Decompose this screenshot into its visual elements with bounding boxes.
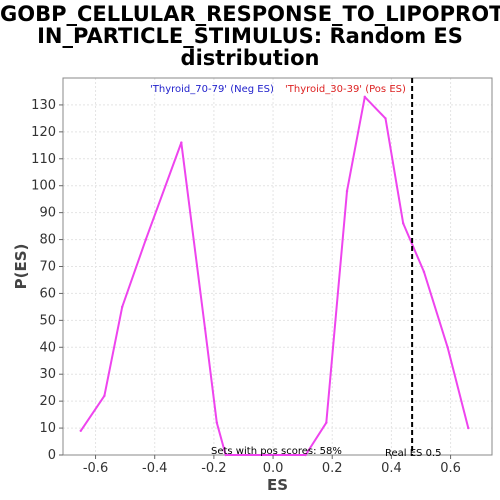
y-tick-label: 40 — [39, 340, 56, 355]
data-point — [203, 327, 207, 330]
data-point — [422, 270, 426, 274]
chart-title-line-2: IN_PARTICLE_STIMULUS: Random ES — [37, 24, 463, 48]
y-tick-label: 120 — [31, 125, 56, 140]
data-point — [224, 453, 227, 457]
grid-layer — [63, 78, 492, 456]
series-layer — [79, 95, 470, 457]
tick-layer: 0 10 20 30 40 50 60 70 80 90 100 110 120 130 -0.6 -0.4 -… — [31, 98, 461, 476]
y-axis-label: P(ES) — [12, 244, 30, 290]
y-tick-label: 130 — [31, 98, 56, 113]
chart-title: GOBP_CELLULAR_RESPONSE_TO_LIPOPROTE IN_P… — [0, 3, 500, 69]
legend-neg-es: 'Thyroid_70-79' (Neg ES) — [150, 84, 274, 95]
data-point — [467, 426, 470, 430]
y-tick-label: 60 — [39, 286, 56, 301]
data-point — [345, 189, 349, 193]
pos-scores-annotation: Sets with pos scores: 58% — [211, 446, 342, 457]
y-tick-label: 0 — [48, 448, 56, 463]
y-tick-label: 50 — [39, 313, 56, 328]
x-tick-label: 0.2 — [322, 461, 343, 476]
data-point — [79, 429, 82, 432]
y-tick-label: 90 — [39, 206, 56, 221]
x-tick-label: -0.6 — [83, 461, 108, 476]
data-point — [215, 421, 219, 424]
data-point — [120, 305, 124, 309]
chart-title-line-1: GOBP_CELLULAR_RESPONSE_TO_LIPOPROTE — [0, 2, 500, 26]
data-point — [103, 394, 106, 397]
data-point — [363, 95, 366, 99]
x-axis-label: ES — [267, 476, 288, 494]
data-point — [446, 346, 449, 349]
real-es-label: Real ES 0.5 — [385, 448, 441, 459]
y-tick-label: 110 — [31, 152, 56, 167]
x-tick-label: -0.4 — [142, 461, 167, 476]
data-point — [180, 141, 183, 144]
x-tick-label: 0.6 — [440, 461, 461, 476]
data-point — [304, 453, 307, 457]
y-tick-label: 70 — [39, 260, 56, 275]
es-distribution-line — [79, 95, 470, 456]
x-tick-label: 0.0 — [263, 461, 284, 476]
x-tick-label: -0.2 — [201, 461, 226, 476]
x-tick-label: 0.4 — [381, 461, 402, 476]
legend-pos-es: 'Thyroid_30-39' (Pos ES) — [285, 84, 406, 95]
data-point — [144, 238, 148, 241]
data-point — [325, 421, 328, 424]
chart-title-line-3: distribution — [180, 46, 320, 70]
data-point — [402, 222, 405, 225]
y-tick-label: 100 — [31, 179, 56, 194]
y-tick-label: 20 — [39, 394, 56, 409]
data-point — [384, 117, 387, 120]
y-tick-label: 30 — [39, 367, 56, 382]
y-tick-label: 80 — [39, 233, 56, 248]
y-tick-label: 10 — [39, 421, 56, 436]
